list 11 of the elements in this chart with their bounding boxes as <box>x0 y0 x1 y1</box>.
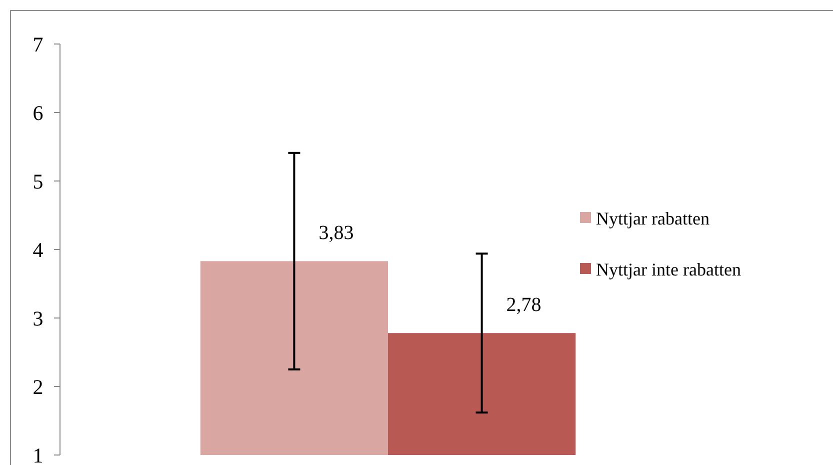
legend-label: Nyttjar rabatten <box>596 208 710 228</box>
y-tick-label: 6 <box>32 100 44 125</box>
data-label: 3,83 <box>318 222 354 244</box>
y-tick-label: 1 <box>32 443 44 465</box>
legend-label: Nyttjar inte rabatten <box>596 259 741 280</box>
y-tick-label: 4 <box>32 238 44 262</box>
data-label: 2,78 <box>506 294 542 316</box>
y-tick-label: 7 <box>32 32 44 56</box>
y-tick-label: 5 <box>32 169 44 194</box>
y-tick-label: 2 <box>32 374 44 399</box>
y-tick-label: 3 <box>32 306 44 330</box>
